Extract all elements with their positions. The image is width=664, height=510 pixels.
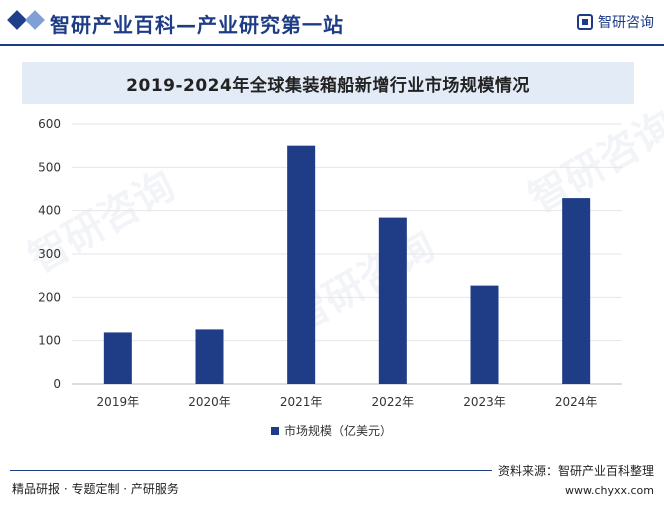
x-tick-label: 2020年 [188,395,231,409]
header: 智研产业百科—产业研究第一站 智研咨询 [0,0,664,44]
footer-services: 精品研报 · 专题定制 · 产研服务 [12,482,179,496]
website-url[interactable]: www.chyxx.com [564,484,654,497]
y-tick-label: 400 [38,204,61,218]
x-tick-label: 2019年 [97,395,140,409]
source-note: 资料来源：智研产业百科整理 [491,462,654,479]
footer-divider [10,470,654,471]
bar[interactable] [470,285,499,384]
chart-title: 2019-2024年全球集装箱船新增行业市场规模情况 [126,75,530,96]
y-tick-label: 200 [38,290,61,304]
x-tick-label: 2022年 [372,395,415,409]
brand[interactable]: 智研咨询 [577,12,654,32]
brand-name: 智研咨询 [598,15,654,31]
bar[interactable] [103,332,132,384]
x-tick-label: 2023年 [463,395,506,409]
bar[interactable] [287,145,316,384]
x-tick-label: 2021年 [280,395,323,409]
y-tick-label: 500 [38,160,61,174]
x-tick-label: 2024年 [555,395,598,409]
header-divider [0,44,664,46]
bar[interactable] [378,217,407,384]
y-tick-label: 0 [53,377,61,391]
y-tick-label: 600 [38,117,61,131]
bar[interactable] [195,329,224,384]
chart-title-band: 2019-2024年全球集装箱船新增行业市场规模情况 [22,62,634,104]
brand-logo-icon [577,14,593,30]
site-title: 智研产业百科—产业研究第一站 [50,13,344,37]
legend-swatch [271,426,279,435]
y-tick-label: 100 [38,334,61,348]
bar[interactable] [562,198,591,384]
y-tick-label: 300 [38,247,61,261]
legend-label: 市场规模（亿美元） [284,424,393,438]
legend: 市场规模（亿美元） [271,422,392,439]
